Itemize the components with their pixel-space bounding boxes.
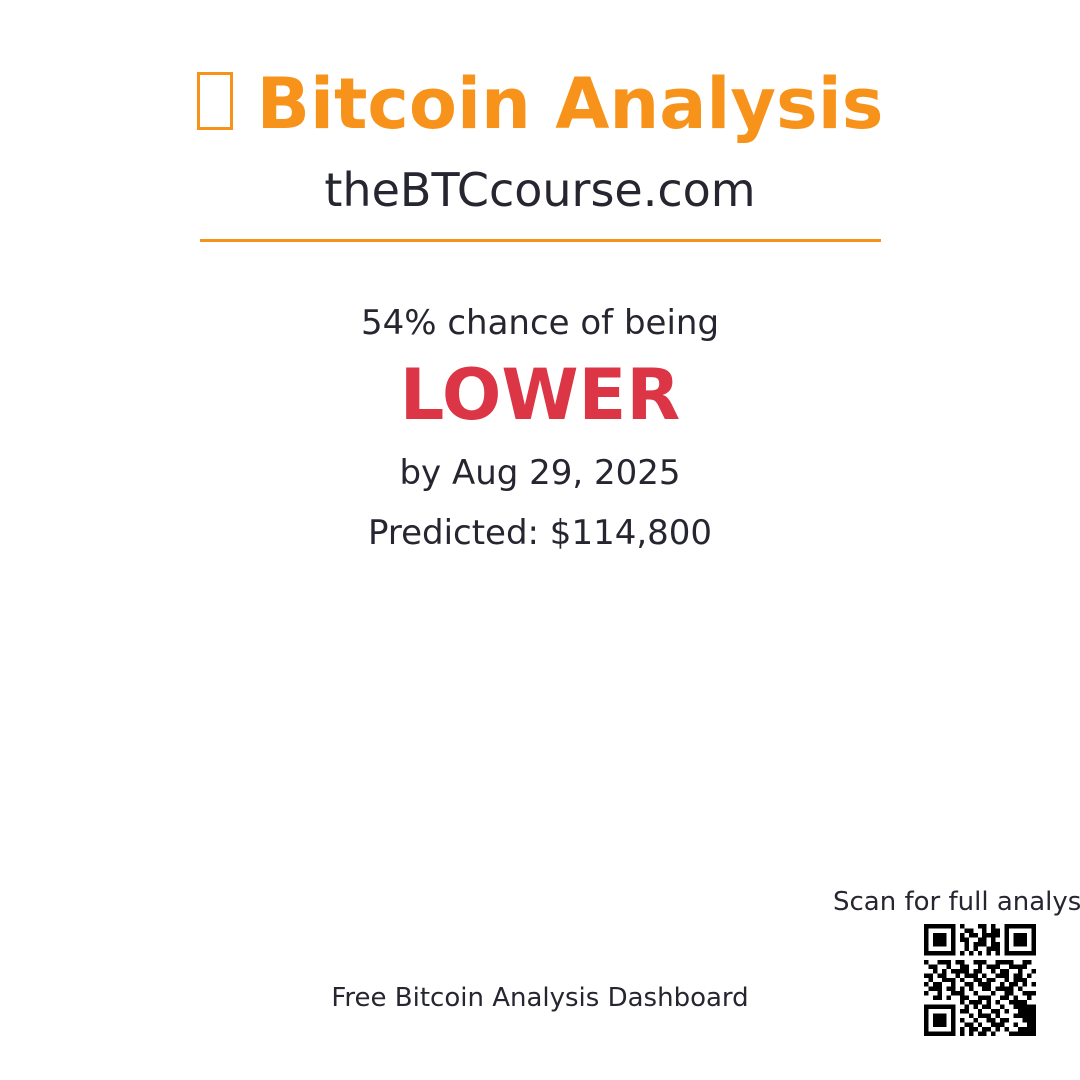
target-date: by Aug 29, 2025 (399, 453, 681, 493)
predicted-price: Predicted: $114,800 (367, 513, 713, 553)
missing-glyph-icon (196, 72, 233, 130)
footer-tagline: Free Bitcoin Analysis Dashboard (331, 983, 749, 1013)
page-title: Bitcoin Analysis (0, 58, 1080, 150)
probability-text: 54% chance of being (360, 303, 720, 343)
site-domain: theBTCcourse.com (324, 163, 756, 217)
scan-prompt: Scan for full analysis (833, 887, 1080, 917)
page-title-text: Bitcoin Analysis (256, 63, 884, 145)
direction-label: LOWER (399, 354, 681, 436)
title-divider (200, 239, 881, 242)
qr-code-icon[interactable] (924, 924, 1036, 1036)
